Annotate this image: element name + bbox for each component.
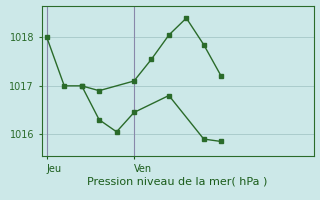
X-axis label: Pression niveau de la mer( hPa ): Pression niveau de la mer( hPa ): [87, 176, 268, 186]
